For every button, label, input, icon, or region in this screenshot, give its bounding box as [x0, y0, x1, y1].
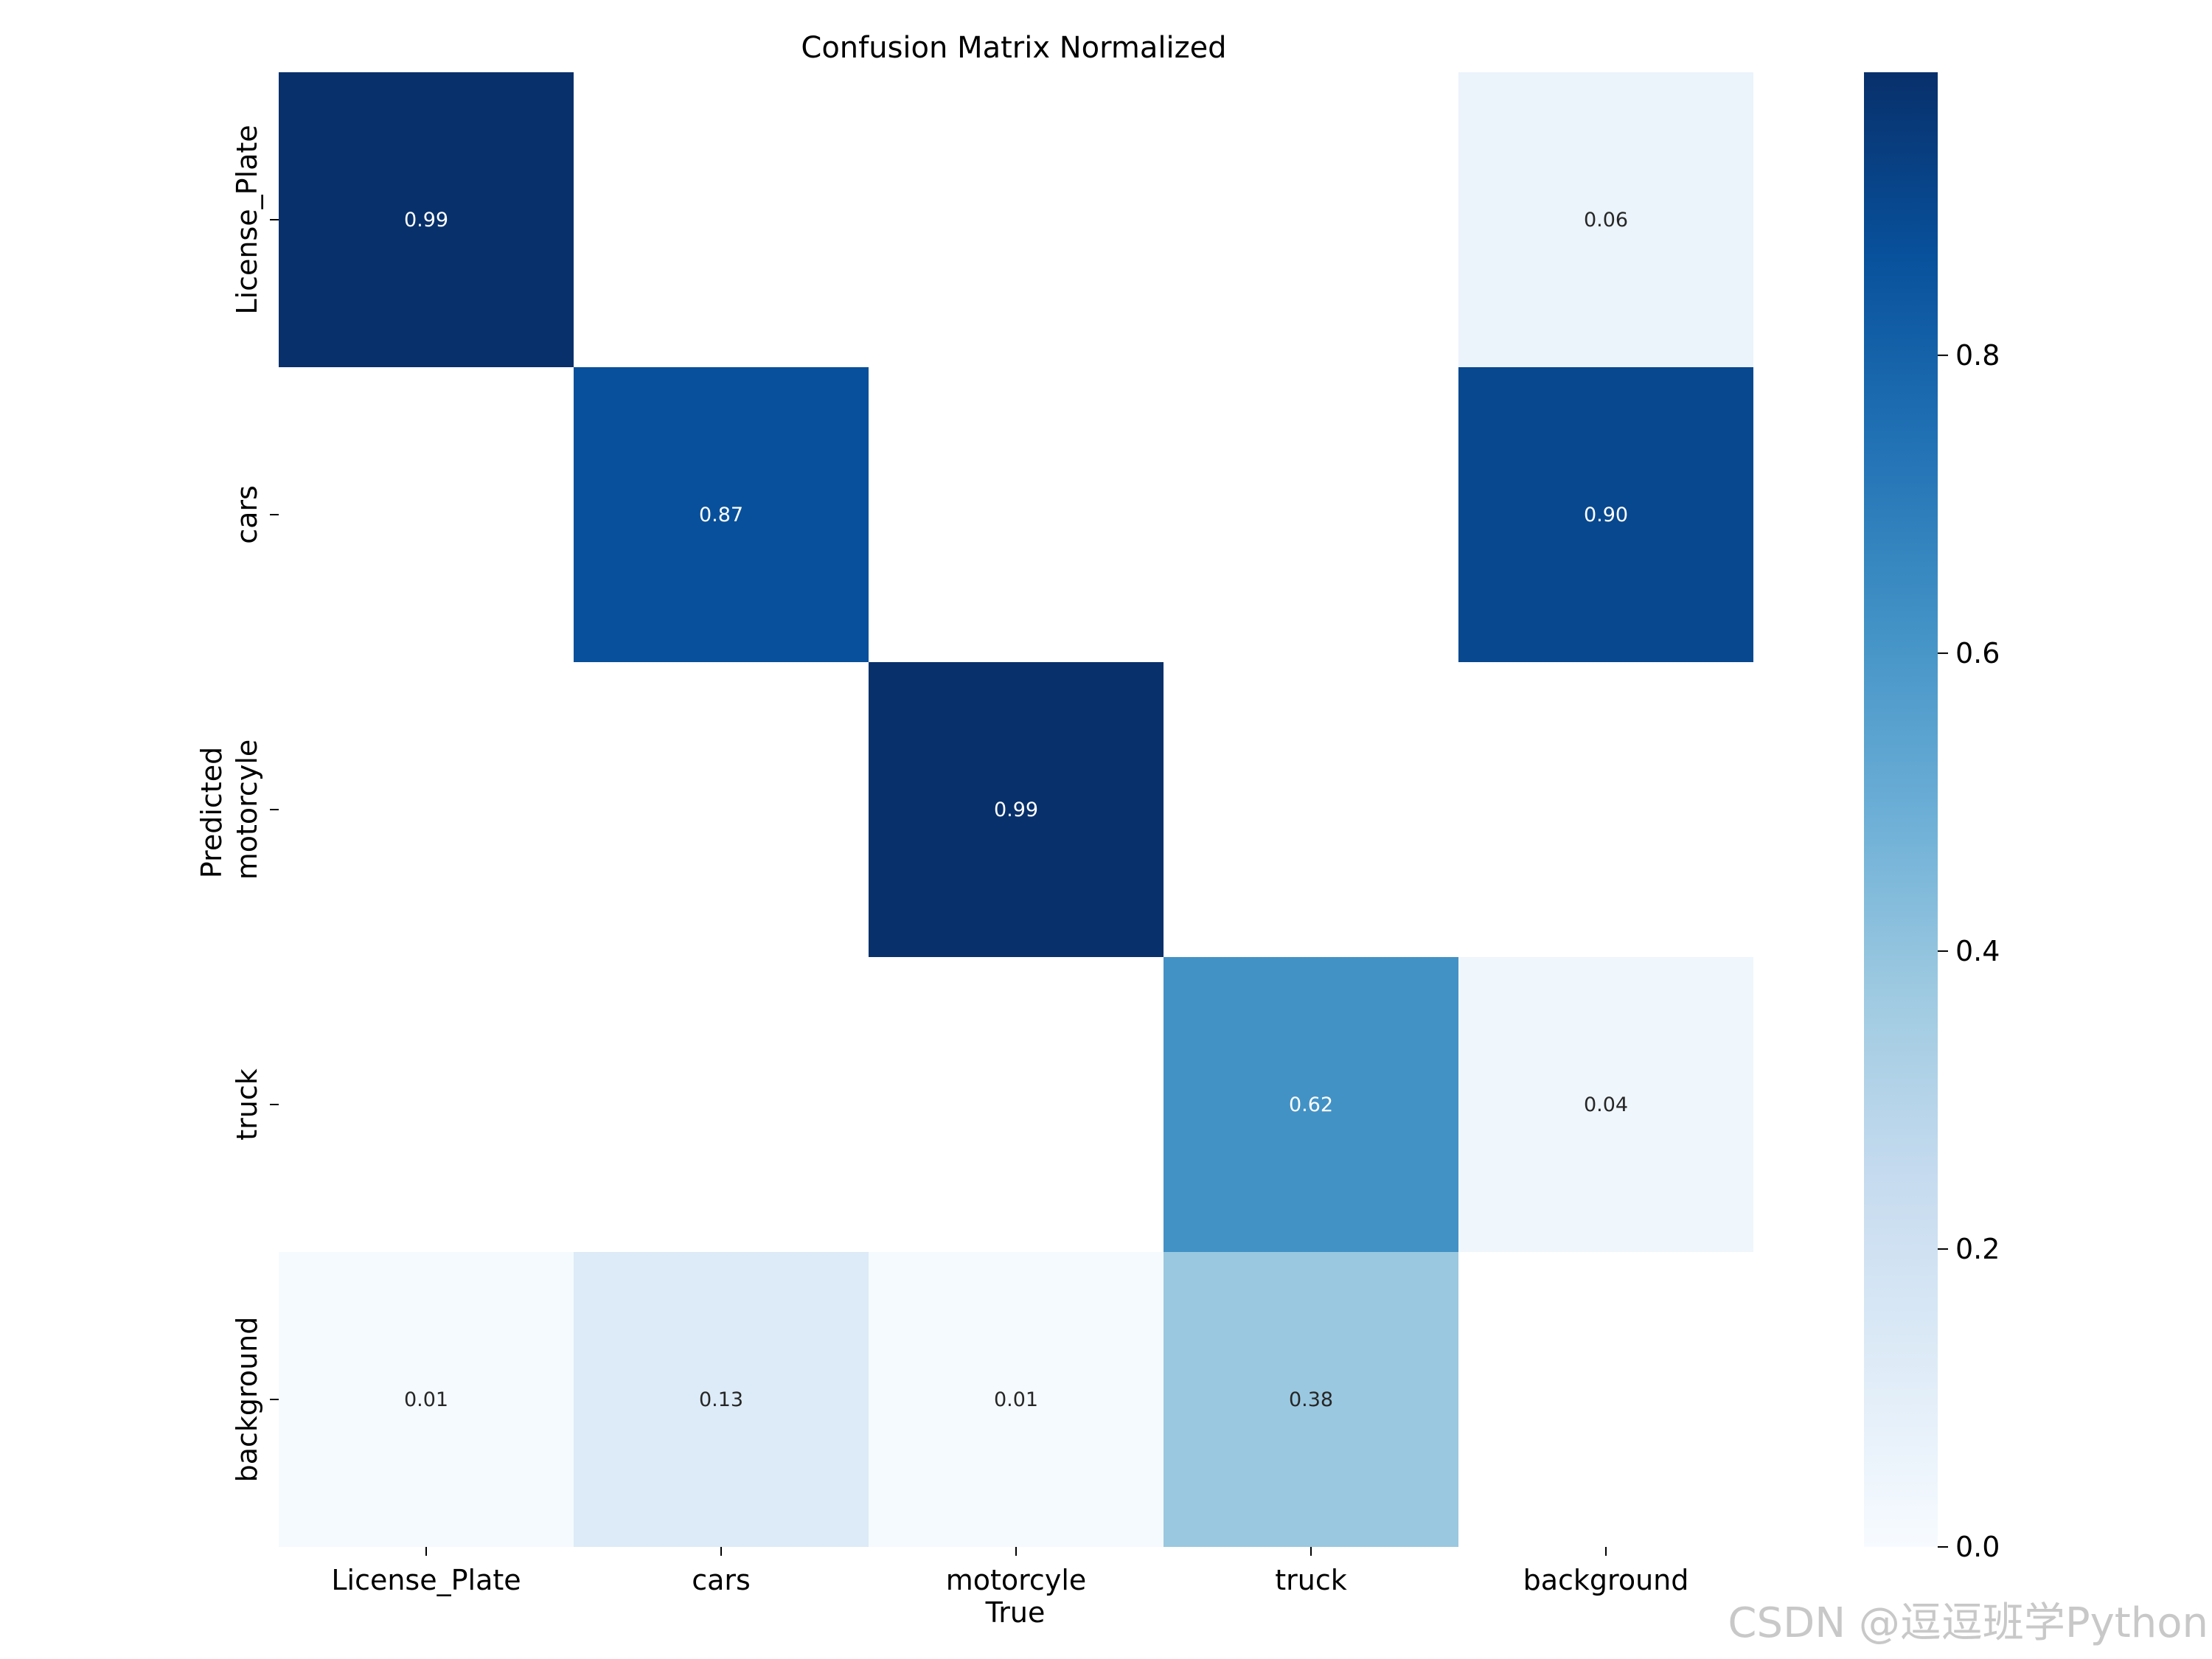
- x-tick-label: truck: [1275, 1564, 1347, 1596]
- y-tick-label: background: [231, 1317, 263, 1483]
- y-tick-label: License_Plate: [231, 125, 263, 314]
- cell-value-label: 0.62: [1289, 1093, 1333, 1116]
- cell-value-label: 0.99: [994, 799, 1038, 821]
- cell-value-label: 0.01: [404, 1388, 448, 1411]
- colorbar-tick-label: 0.8: [1955, 339, 2000, 372]
- colorbar-tick-label: 0.0: [1955, 1531, 2000, 1563]
- cell-value-label: 0.99: [404, 209, 448, 232]
- heatmap-cells: 0.99 0.06 0.87 0.90 0.99 0.62 0.04 0.01 0.13 0.01…: [279, 72, 1753, 1547]
- cell-value-label: 0.38: [1289, 1388, 1333, 1411]
- heatmap-cell: [1458, 957, 1753, 1252]
- colorbar-tick-label: 0.6: [1955, 637, 2000, 669]
- y-axis-title: Predicted: [195, 747, 228, 878]
- heatmap-cell: [574, 367, 869, 662]
- colorbar: 0.0 0.2 0.4 0.6 0.8: [1864, 72, 2000, 1563]
- watermark-text: CSDN @逗逗班学Python: [1728, 1599, 2208, 1647]
- heatmap-cell: [279, 72, 574, 367]
- cell-value-label: 0.04: [1584, 1093, 1628, 1116]
- y-tick-label: cars: [231, 485, 263, 544]
- cell-value-label: 0.06: [1584, 209, 1628, 232]
- heatmap-cell: [279, 1252, 574, 1547]
- y-tick-label: motorcyle: [231, 740, 263, 880]
- y-tick-label: truck: [231, 1068, 263, 1141]
- heatmap-cell: [1164, 1252, 1458, 1547]
- x-tick-label: License_Plate: [331, 1564, 521, 1596]
- chart-title: Confusion Matrix Normalized: [801, 31, 1226, 65]
- heatmap-cell: [1164, 957, 1458, 1252]
- colorbar-tick-label: 0.4: [1955, 935, 2000, 967]
- cell-value-label: 0.01: [994, 1388, 1038, 1411]
- heatmap-cell: [869, 1252, 1164, 1547]
- x-axis-title: True: [985, 1596, 1046, 1629]
- x-axis-ticks: License_Plate cars motorcyle truck backgroun…: [331, 1547, 1688, 1596]
- cell-value-label: 0.13: [699, 1388, 743, 1411]
- x-tick-label: motorcyle: [946, 1564, 1087, 1596]
- heatmap-cell: [1458, 72, 1753, 367]
- heatmap-cell: [869, 662, 1164, 957]
- x-tick-label: cars: [692, 1564, 751, 1596]
- heatmap-cell: [574, 1252, 869, 1547]
- x-tick-label: background: [1523, 1564, 1689, 1596]
- colorbar-tick-label: 0.2: [1955, 1233, 2000, 1265]
- heatmap-cell: [1458, 367, 1753, 662]
- colorbar-gradient: [1864, 72, 1938, 1547]
- cell-value-label: 0.87: [699, 504, 743, 526]
- cell-value-label: 0.90: [1584, 504, 1628, 526]
